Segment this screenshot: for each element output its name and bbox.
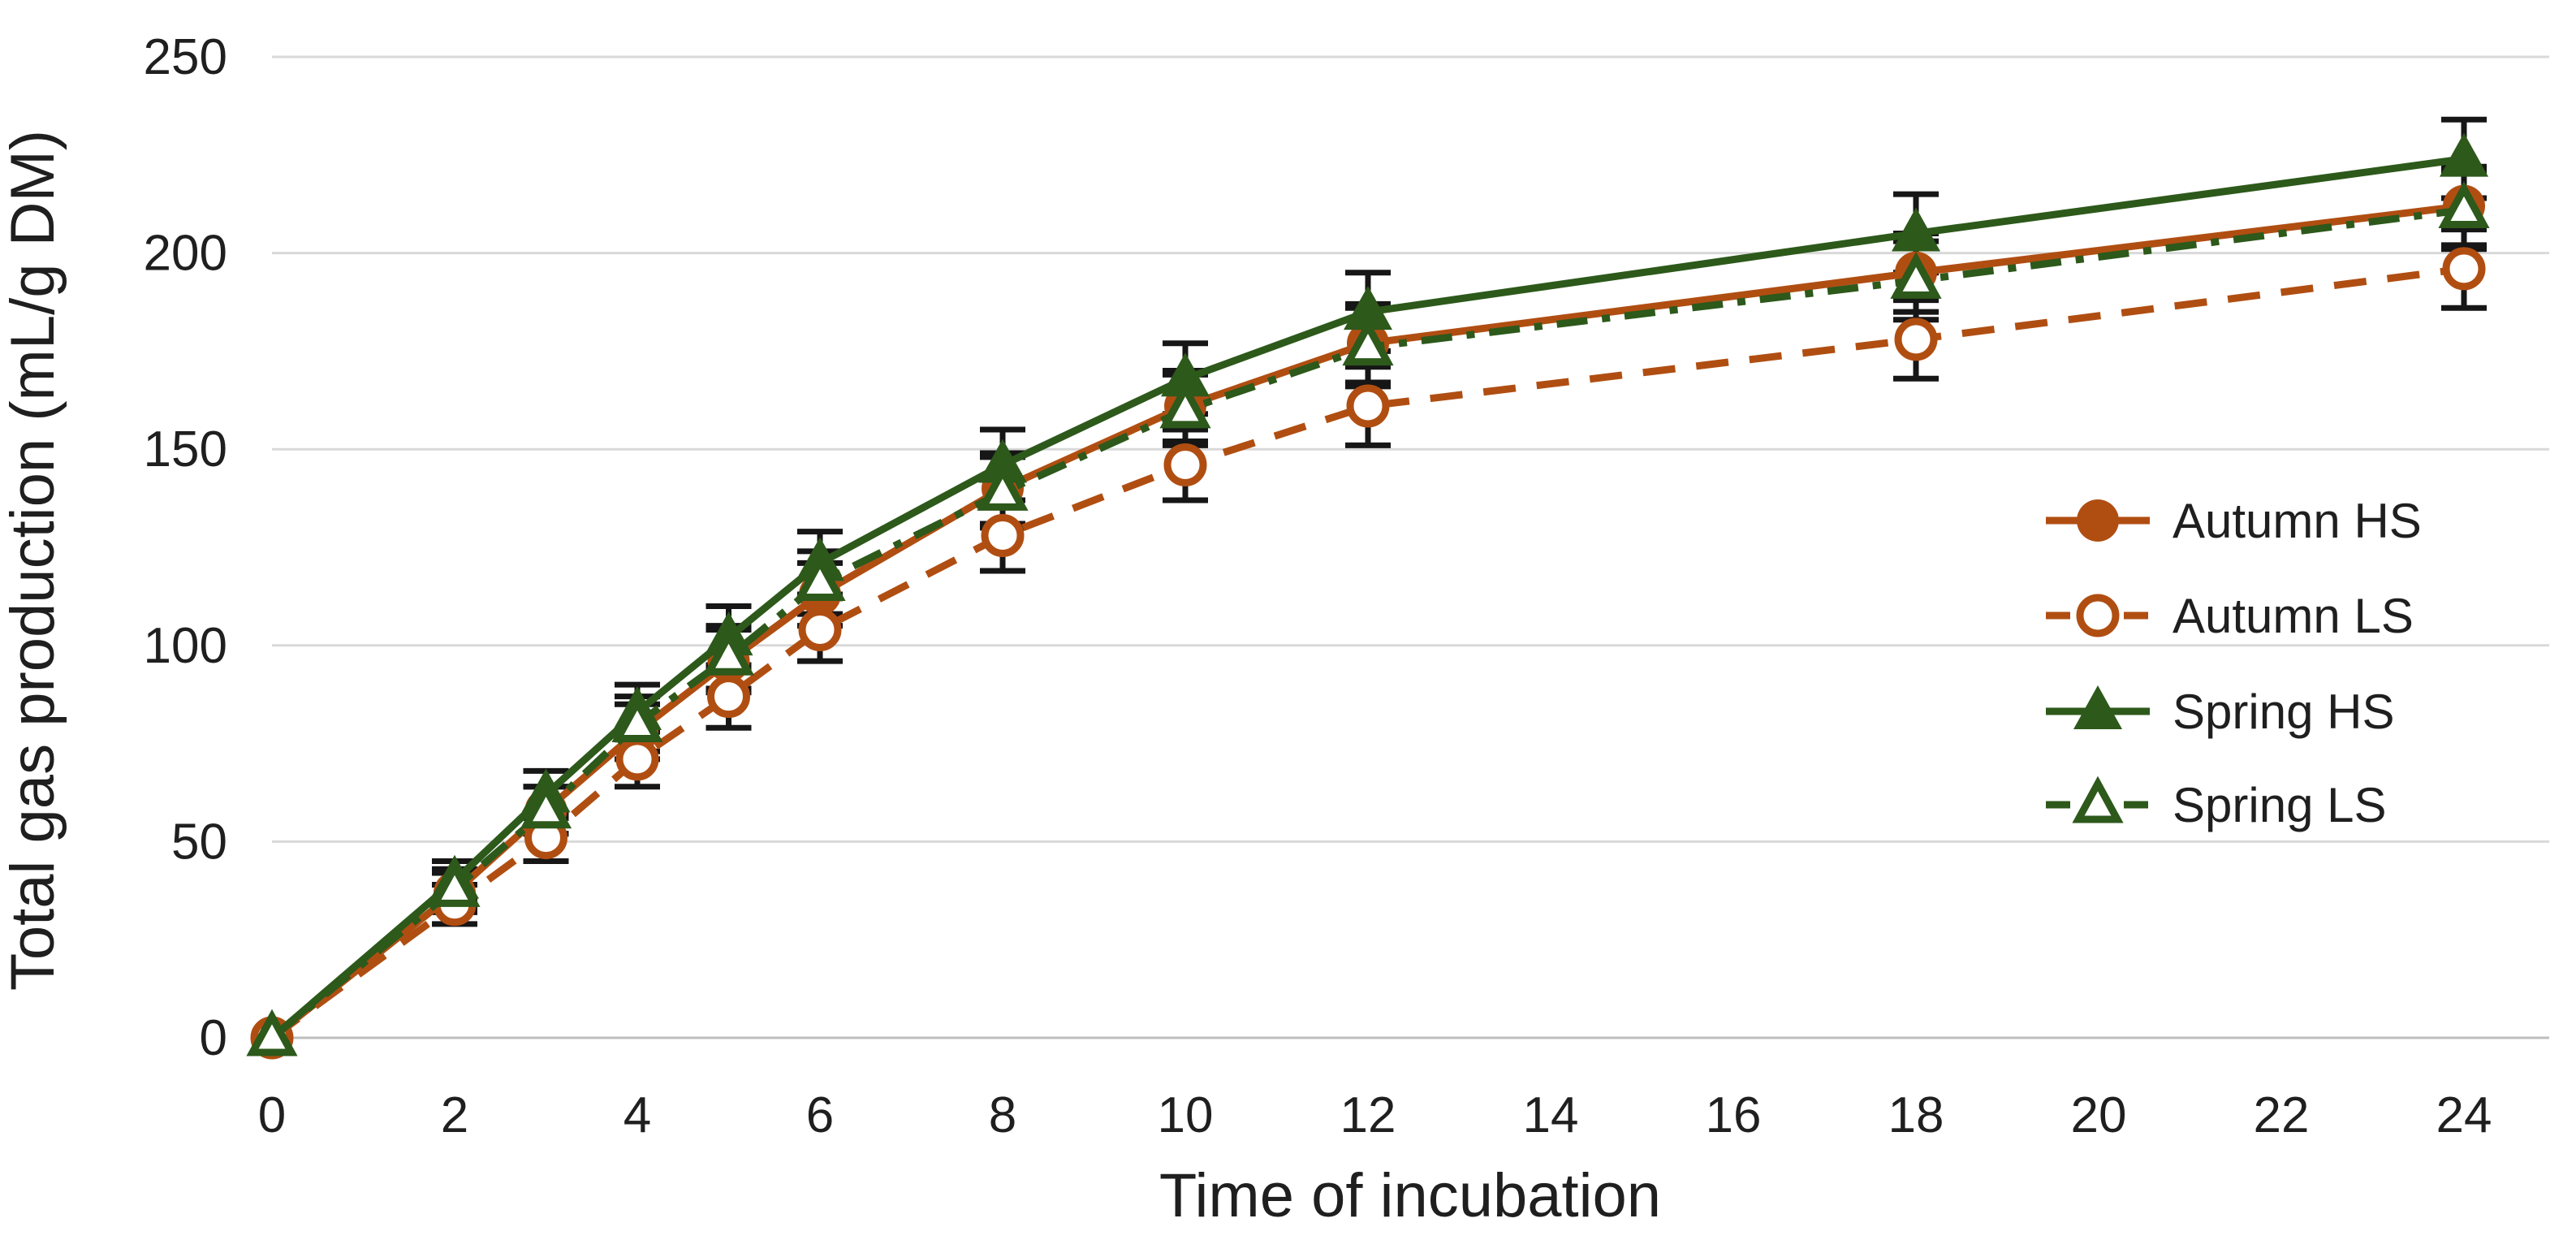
y-axis-title: Total gas production (mL/g DM) xyxy=(0,130,67,991)
marker-autumn-ls xyxy=(1163,443,1207,487)
legend-item-autumn-ls: Autumn LS xyxy=(2046,589,2414,643)
marker-spring-ls xyxy=(977,463,1029,511)
marker-spring-ls xyxy=(1159,381,1211,429)
marker-spring-ls xyxy=(1890,252,1942,299)
gridlines-layer xyxy=(272,55,2549,1039)
y-tick-label: 150 xyxy=(144,421,227,477)
x-axis-title: Time of incubation xyxy=(1159,1161,1661,1230)
series-layer xyxy=(246,132,2490,1060)
marker-spring-ls xyxy=(520,781,572,829)
x-tick-label: 10 xyxy=(1158,1087,1214,1143)
x-tick-label: 8 xyxy=(989,1087,1016,1143)
y-tick-label: 0 xyxy=(200,1010,227,1066)
legend-label-spring-ls: Spring LS xyxy=(2173,778,2387,832)
y-tick-label: 200 xyxy=(144,226,227,282)
x-tick-label: 16 xyxy=(1706,1087,1762,1143)
x-tick-label: 2 xyxy=(441,1087,468,1143)
x-tick-label: 12 xyxy=(1340,1087,1396,1143)
marker-autumn-ls xyxy=(1894,318,1938,361)
x-tick-label: 24 xyxy=(2436,1087,2492,1143)
marker-spring-ls xyxy=(2438,181,2490,228)
legend-label-spring-hs: Spring HS xyxy=(2173,685,2394,739)
x-tick-label: 4 xyxy=(624,1087,651,1143)
marker-spring-hs xyxy=(1161,352,1210,397)
x-tick-label: 14 xyxy=(1523,1087,1579,1143)
marker-spring-hs xyxy=(1344,286,1392,331)
marker-spring-hs xyxy=(978,439,1027,483)
marker-autumn-ls xyxy=(798,607,842,651)
y-tick-label: 50 xyxy=(171,814,227,870)
legend-label-autumn-hs: Autumn HS xyxy=(2173,494,2422,548)
marker-autumn-ls xyxy=(615,737,659,781)
series-line-autumn-ls xyxy=(270,265,2465,1041)
legend-item-spring-hs: Spring HS xyxy=(2046,685,2394,739)
y-tick-label: 250 xyxy=(144,29,227,85)
legend-triangle-open-icon xyxy=(2072,776,2124,823)
marker-autumn-ls xyxy=(981,514,1025,558)
x-tick-label: 22 xyxy=(2254,1087,2310,1143)
x-axis-tick-labels: 0 2 4 6 8 10 12 14 16 18 20 22 24 xyxy=(258,1087,2492,1143)
marker-spring-ls xyxy=(611,695,663,742)
x-tick-label: 18 xyxy=(1888,1087,1944,1143)
marker-spring-ls xyxy=(702,628,755,676)
y-axis-tick-labels: 0 50 100 150 200 250 xyxy=(144,29,227,1066)
legend: Autumn HS Autumn LS Spring HS Spring LS xyxy=(2046,494,2422,832)
x-tick-label: 0 xyxy=(258,1087,286,1143)
legend-item-spring-ls: Spring LS xyxy=(2046,776,2387,832)
legend-triangle-filled-icon xyxy=(2073,685,2122,729)
marker-autumn-ls xyxy=(2442,247,2486,291)
legend-item-autumn-hs: Autumn HS xyxy=(2046,494,2422,548)
legend-label-autumn-ls: Autumn LS xyxy=(2173,589,2414,643)
marker-spring-ls xyxy=(1342,318,1394,366)
marker-spring-hs xyxy=(2440,132,2488,177)
marker-spring-ls xyxy=(794,554,846,601)
x-tick-label: 20 xyxy=(2071,1087,2127,1143)
y-tick-label: 100 xyxy=(144,618,227,674)
marker-autumn-ls xyxy=(707,675,750,719)
marker-spring-ls xyxy=(246,1009,298,1056)
x-tick-label: 6 xyxy=(806,1087,834,1143)
marker-spring-hs xyxy=(1892,207,1940,252)
legend-circle-filled-icon xyxy=(2077,499,2119,542)
series-spring-ls xyxy=(246,181,2490,1056)
legend-circle-open-icon xyxy=(2076,594,2120,637)
marker-autumn-ls xyxy=(1346,384,1390,428)
marker-spring-ls xyxy=(429,859,481,907)
